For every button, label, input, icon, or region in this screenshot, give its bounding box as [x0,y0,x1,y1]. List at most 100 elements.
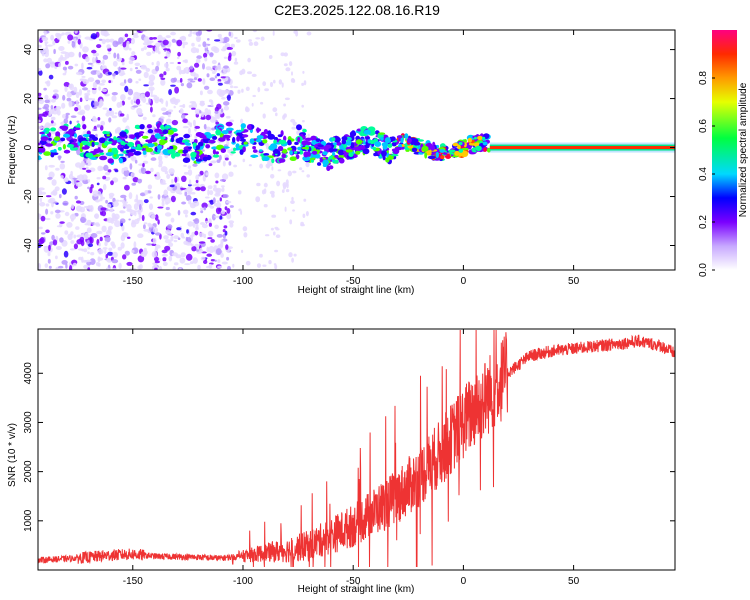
spectrogram-noise-blob [50,105,54,110]
spectrogram-noise-blob [269,81,274,88]
spectrogram-carrier-blob [382,154,386,161]
spectrogram-noise-blob [112,251,118,258]
spectrogram-noise-blob [59,237,64,243]
spectrogram-carrier-blob [183,133,191,139]
spectrogram-noise-blob [179,105,185,108]
spectrogram-carrier-blob [199,133,204,137]
spectrogram-noise-blob [111,259,119,264]
spectrogram-noise-blob [46,44,54,47]
spectrogram-noise-blob [82,46,89,53]
spectrogram-noise-blob [138,112,144,115]
spectrogram-noise-blob [232,263,235,268]
spectrogram-carrier-blob [249,138,255,145]
spectrogram-noise-blob [201,223,208,229]
spectrogram-noise-blob [81,62,84,69]
spectrogram-noise-blob [164,212,172,217]
spectrogram-noise-blob [87,62,93,65]
spectrogram-noise-blob [73,234,77,239]
spectrogram-noise-blob [98,86,101,91]
spectrogram-noise-blob [98,38,103,41]
spectrogram-noise-blob [137,209,141,215]
spectrogram-noise-blob [44,263,48,268]
spectrogram-noise-blob [123,79,127,84]
spectrogram-noise-blob [119,101,123,108]
spectrogram-noise-blob [247,71,252,75]
spectrogram-noise-blob [182,118,188,123]
spectrogram-noise-blob [219,215,223,220]
spectrogram-noise-blob [61,102,66,109]
spectrogram-noise-blob [63,177,69,183]
spectrogram-noise-blob [187,165,192,169]
spectrogram-noise-blob [130,99,134,105]
spectrogram-noise-blob [165,100,169,107]
spectrogram-noise-blob [223,101,230,106]
spectrogram-carrier-blob [129,134,136,139]
spectrogram-noise-blob [135,67,138,70]
spectrogram-noise-blob [205,126,212,132]
spectrogram-carrier-blob [133,151,142,156]
spectrogram-noise-blob [119,199,126,203]
spectrogram-noise-blob [118,262,122,269]
spectrogram-noise-blob [177,61,181,65]
spectrogram-noise-blob [292,170,297,174]
spectrogram-noise-blob [83,264,89,269]
spectrogram-noise-blob [38,67,42,72]
spectrogram-noise-blob [165,206,170,211]
spectrogram-carrier-blob [299,150,304,155]
spectrogram-carrier-blob [252,149,258,153]
spectrogram-noise-blob [92,81,97,89]
y-tick-label: -20 [23,189,34,204]
spectrogram-noise-blob [115,199,120,202]
spectrogram-noise-blob [204,108,209,114]
spectrogram-noise-blob [114,128,122,133]
spectrogram-noise-blob [234,57,238,62]
spectrogram-carrier-blob [170,136,175,143]
spectrogram-noise-blob [277,169,282,172]
spectrogram-noise-blob [78,51,82,58]
spectrogram-noise-blob [251,73,257,77]
spectrogram-noise-blob [160,98,164,105]
spectrogram-noise-blob [181,201,187,205]
spectrogram-noise-blob [226,256,230,261]
spectrogram-noise-blob [171,38,176,43]
spectrogram-noise-blob [94,213,100,220]
spectrogram-noise-blob [170,217,175,223]
spectrogram-carrier-blob [396,135,403,139]
spectrogram-noise-blob [214,39,221,42]
spectrogram-noise-blob [252,94,256,98]
spectrogram-noise-blob [291,71,293,76]
spectrogram-noise-blob [80,216,86,223]
spectrogram-noise-blob [233,164,238,168]
spectrogram-noise-blob [167,109,174,112]
spectrogram-noise-blob [109,38,115,43]
spectrogram-carrier-blob [45,143,53,147]
spectrogram-noise-blob [227,265,231,270]
spectrogram-noise-blob [235,39,241,43]
spectrogram-carrier-blob [232,136,236,143]
spectrogram-noise-blob [198,241,206,244]
spectrogram-noise-blob [162,112,168,115]
spectrogram-carrier-blob [242,134,249,138]
spectrogram-noise-blob [38,70,43,76]
spectrogram-noise-blob [47,123,54,127]
spectrogram-noise-blob [220,241,224,248]
spectrogram-noise-blob [45,63,51,69]
spectrogram-noise-blob [285,189,290,193]
spectrogram-noise-blob [245,86,250,92]
spectrogram-carrier-blob [310,159,314,163]
y-tick-label: 1000 [23,509,34,532]
spectrogram-carrier-blob [303,151,309,158]
spectrogram-noise-blob [186,186,193,193]
spectrogram-carrier-blob [142,135,149,139]
x-tick-label: -50 [346,276,361,287]
spectrogram-carrier-blob [39,131,45,135]
spectrogram-noise-blob [257,86,261,93]
spectrogram-noise-blob [220,108,224,113]
spectrogram-carrier-blob [345,140,353,146]
spectrogram-noise-blob [160,77,166,81]
spectrogram-noise-blob [60,160,65,163]
spectrogram-noise-blob [121,232,129,238]
spectrogram-noise-blob [141,167,144,172]
spectrogram-carrier-blob [381,142,389,147]
spectrogram-noise-blob [228,161,232,166]
